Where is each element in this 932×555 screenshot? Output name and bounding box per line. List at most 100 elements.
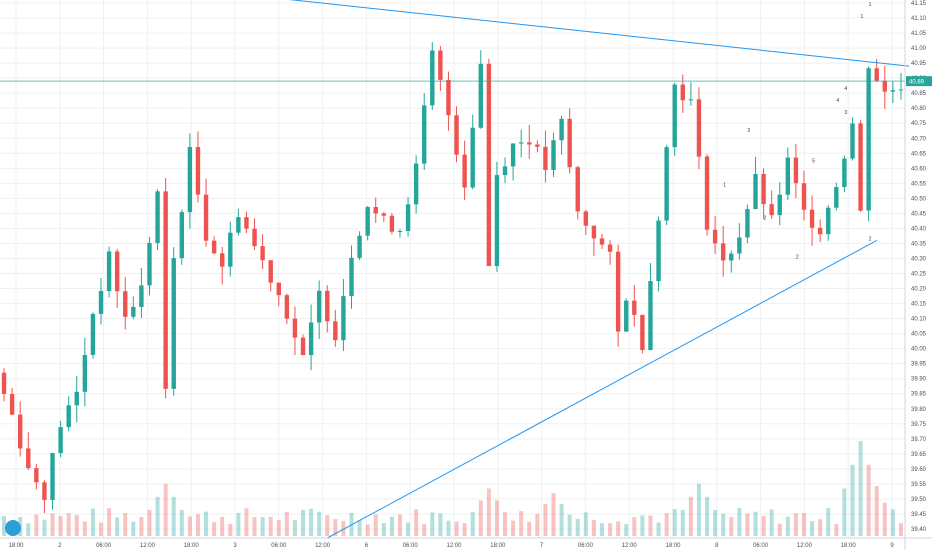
volume-bar — [163, 483, 168, 536]
volume-bar — [882, 502, 887, 536]
x-tick-label: 3 — [233, 543, 237, 549]
volume-bar — [204, 511, 209, 536]
candle-body — [422, 105, 427, 164]
candle-body — [640, 314, 645, 351]
volume-bar — [389, 516, 394, 536]
y-tick-label: 41.00 — [911, 46, 927, 52]
candle-body — [704, 156, 710, 230]
x-tick-label: 8 — [715, 543, 719, 549]
volume-bar — [107, 508, 112, 536]
candle-body — [106, 251, 112, 292]
candle-body — [430, 50, 435, 106]
candle-body — [349, 257, 354, 297]
volume-bar — [705, 496, 710, 536]
x-tick-label: 18:00 — [490, 543, 506, 549]
candle-body — [874, 68, 879, 81]
volume-bar — [656, 522, 661, 536]
volume-bar — [801, 513, 806, 536]
candle-body — [316, 290, 322, 323]
x-tick-label: 2 — [58, 543, 62, 549]
candle-body — [575, 167, 580, 212]
volume-bar — [220, 516, 225, 536]
volume-bar — [898, 523, 903, 536]
candle-body — [551, 140, 556, 171]
wave-label: 4 — [844, 86, 847, 92]
volume-bar — [171, 496, 176, 536]
x-tick-label: 12:00 — [446, 543, 462, 549]
lower-trendline[interactable] — [327, 240, 877, 539]
volume-bar — [866, 464, 871, 536]
volume-bar — [462, 523, 467, 536]
candle-body — [624, 300, 629, 332]
volume-bar — [890, 509, 895, 536]
candle-body — [405, 204, 411, 231]
y-tick-label: 39.65 — [911, 452, 927, 458]
y-tick-label: 40.45 — [911, 211, 927, 217]
candle-body — [373, 207, 378, 214]
volume-bar — [478, 500, 483, 536]
volume-bar — [648, 515, 653, 536]
candle-body — [688, 99, 694, 101]
candle-body — [114, 251, 120, 292]
candle-body — [518, 142, 524, 144]
x-tick-label: 06:00 — [96, 543, 112, 549]
volume-bar — [664, 513, 669, 536]
x-tick-label: 7 — [540, 543, 544, 549]
candle-body — [147, 242, 152, 286]
candle-body — [890, 90, 896, 92]
volume-bar — [486, 488, 491, 536]
volume-bar — [139, 516, 144, 536]
candle-body — [381, 213, 387, 216]
volume-bar — [777, 523, 782, 536]
volume-bar — [147, 509, 152, 536]
candle-body — [801, 183, 807, 210]
candle-body — [656, 220, 661, 282]
candle-body — [18, 414, 23, 449]
candle-body — [1, 372, 7, 394]
candle-body — [462, 154, 467, 188]
y-tick-label: 41.05 — [911, 31, 927, 37]
candle-body — [494, 175, 500, 267]
volume-bar — [624, 524, 629, 536]
candle-body — [486, 63, 492, 267]
volume-bar — [793, 513, 798, 536]
candle-body — [632, 300, 637, 315]
volume-bar — [632, 517, 637, 536]
y-tick-label: 40.35 — [911, 241, 927, 247]
volume-bar — [2, 516, 7, 536]
candle-body — [729, 253, 734, 261]
candle-body — [535, 144, 540, 147]
volume-bar — [381, 523, 386, 536]
volume-bar — [535, 513, 540, 536]
volume-bar — [357, 520, 362, 536]
candle-body — [559, 118, 564, 141]
volume-bar — [284, 511, 289, 536]
upper-trendline[interactable] — [182, 0, 910, 67]
candle-body — [567, 118, 572, 168]
candle-body — [510, 143, 516, 167]
y-tick-label: 40.80 — [911, 106, 927, 112]
y-tick-label: 40.75 — [911, 121, 927, 127]
wave-label: 3 — [747, 128, 750, 134]
candle-body — [203, 194, 209, 241]
candle-body — [123, 291, 128, 317]
volume-bar — [42, 519, 47, 536]
volume-bar — [123, 513, 128, 536]
candle-body — [858, 123, 863, 211]
wave-label: 2 — [796, 254, 799, 260]
volume-bar — [406, 522, 411, 536]
candle-body — [171, 258, 176, 389]
candle-body — [308, 322, 314, 356]
volume-bar — [543, 503, 548, 536]
candle-body — [325, 290, 330, 322]
x-tick-label: 06:00 — [578, 543, 594, 549]
y-tick-label: 40.10 — [911, 317, 927, 323]
candle-body — [826, 207, 831, 235]
y-tick-label: 40.50 — [911, 196, 927, 202]
wave-label: 4 — [836, 98, 839, 104]
candle-body — [82, 354, 88, 392]
y-tick-label: 40.55 — [911, 181, 927, 187]
candle-body — [817, 227, 823, 235]
candle-body — [809, 209, 815, 228]
